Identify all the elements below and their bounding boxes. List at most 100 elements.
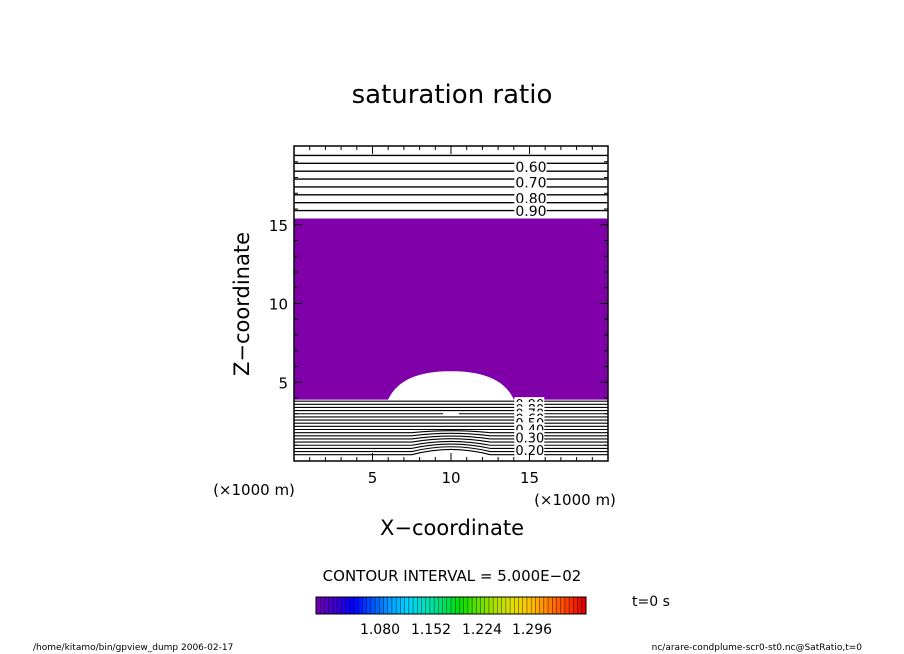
colorbar-cell — [396, 597, 401, 614]
colorbar-cell — [387, 597, 393, 614]
y-unit-label: (×1000 m) — [213, 481, 295, 499]
colorbar-cell — [328, 597, 334, 614]
colorbar-cell — [429, 597, 435, 614]
contour-label-bg — [514, 430, 545, 444]
colorbar-cell — [505, 597, 511, 614]
contour-labels: 0.600.700.800.900.900.800.700.600.500.40… — [514, 158, 547, 459]
y-axis-label: Z−coordinate — [230, 232, 254, 376]
colorbar-cell — [539, 597, 545, 614]
contour-label: 0.90 — [515, 204, 546, 220]
x-axis-label: X−coordinate — [380, 516, 524, 540]
colorbar-cell — [522, 597, 528, 614]
colorbar-cell — [413, 597, 418, 614]
colorbar-cell — [581, 597, 587, 614]
colorbar-cell — [345, 597, 351, 614]
colorbar-tick-label: 1.080 — [360, 622, 400, 638]
colorbar-cell — [341, 597, 346, 614]
colorbar-cell — [535, 597, 540, 614]
colorbar-cell — [366, 597, 372, 614]
colorbar-cell — [497, 597, 502, 614]
colorbar-cell — [421, 597, 426, 614]
colorbar-cell — [353, 597, 359, 614]
contour-label-bg — [514, 442, 545, 456]
colorbar-cell — [408, 597, 414, 614]
y-tick-label: 5 — [278, 374, 288, 392]
colorbar-cell — [548, 597, 553, 614]
colorbar-cell — [463, 597, 469, 614]
colorbar-cell — [446, 597, 452, 614]
contour-label-bg — [514, 190, 547, 205]
colorbar-cell — [324, 597, 329, 614]
colorbar-labels: 1.080 1.152 1.224 1.296 — [360, 622, 552, 638]
lower-contour-line — [294, 435, 608, 440]
lower-contour-lines — [294, 400, 608, 456]
colorbar-cell — [434, 597, 439, 614]
shaded-region — [294, 218, 608, 400]
footer-right: nc/arare-condplume-scr0-st0.nc@SatRatio,… — [652, 643, 863, 653]
colorbar-cell — [501, 597, 507, 614]
colorbar-cell — [451, 597, 456, 614]
lower-contour-line — [294, 443, 608, 449]
colorbar-tick-label: 1.152 — [411, 622, 451, 638]
x-unit-label: (×1000 m) — [534, 491, 616, 509]
colorbar-cell — [316, 597, 321, 614]
x-tick-label: 10 — [441, 469, 460, 487]
x-tick-label: 5 — [368, 469, 378, 487]
lower-contour-line — [294, 446, 608, 453]
colorbar-cell — [543, 597, 549, 614]
colorbar-cell — [358, 597, 363, 614]
footer-left: /home/kitamo/bin/gpview_dump 2006-02-17 — [33, 643, 233, 653]
chart-title: saturation ratio — [352, 80, 553, 110]
colorbar-tick-label: 1.224 — [462, 622, 502, 638]
colorbar-cell — [514, 597, 519, 614]
colorbar-frame — [315, 596, 587, 615]
colorbar-cell — [577, 597, 583, 614]
colorbar-cell — [337, 597, 342, 614]
tick-labels: 5 10 15 5 10 15 — [269, 217, 539, 487]
contour-label: 0.20 — [515, 444, 544, 459]
colorbar-cell — [518, 597, 524, 614]
colorbar-cell — [564, 597, 570, 614]
colorbar-cell — [400, 597, 405, 614]
colorbar-cell — [332, 597, 338, 614]
lower-contour-line — [294, 430, 608, 434]
colorbar-cell — [404, 597, 410, 614]
colorbar-cell — [472, 597, 477, 614]
colorbar-cell — [417, 597, 422, 614]
colorbar-cell — [526, 597, 532, 614]
colorbar-cell — [556, 597, 561, 614]
colorbar-cell — [488, 597, 494, 614]
lower-contour-line — [294, 438, 608, 443]
colorbar-cell — [455, 597, 460, 614]
colorbar-cell — [531, 597, 536, 614]
colorbar-cell — [425, 597, 431, 614]
colorbar-cell — [438, 597, 443, 614]
contour-label: 0.60 — [515, 160, 546, 176]
colorbar-cell — [383, 597, 389, 614]
colorbar-cell — [320, 597, 325, 614]
contour-label-bg — [514, 202, 547, 217]
contour-label: 0.70 — [515, 176, 546, 192]
upper-contour-lines — [294, 154, 608, 212]
contour-label-bg — [514, 174, 547, 189]
lower-contour-line — [294, 440, 608, 446]
colorbar-cell — [569, 597, 574, 614]
colorbar-cell — [560, 597, 566, 614]
colorbar-cell — [573, 597, 578, 614]
contour-label: 0.30 — [515, 431, 544, 446]
lower-contour-line — [294, 432, 608, 437]
colorbar-tick-label: 1.296 — [512, 622, 552, 638]
colorbar — [315, 597, 587, 614]
colorbar-cell — [476, 597, 481, 614]
colorbar-cell — [467, 597, 473, 614]
colorbar-cell — [552, 597, 557, 614]
y-tick-label: 10 — [269, 296, 288, 314]
colorbar-cell — [349, 597, 355, 614]
x-tick-label: 15 — [520, 469, 539, 487]
colorbar-cell — [370, 597, 376, 614]
colorbar-cell — [379, 597, 384, 614]
colorbar-cell — [391, 597, 397, 614]
colorbar-cell — [484, 597, 490, 614]
contour-interval: CONTOUR INTERVAL = 5.000E−02 — [323, 567, 582, 585]
